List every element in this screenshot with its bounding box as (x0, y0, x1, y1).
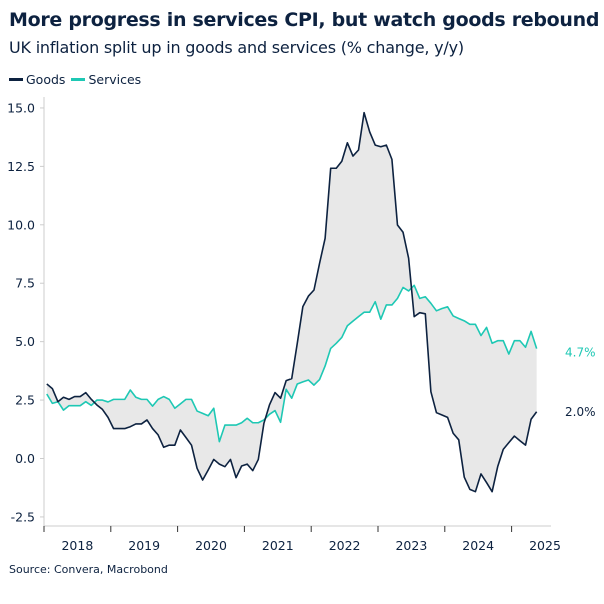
x-tick-label: 2021 (262, 538, 294, 553)
y-tick-label: 5.0 (15, 334, 35, 349)
legend-swatch-services (71, 78, 86, 81)
legend-item-goods: Goods (9, 72, 65, 87)
y-tick-label: 10.0 (7, 217, 35, 232)
end-label-services: 4.7% (565, 346, 596, 360)
y-tick-label: 0.0 (15, 451, 35, 466)
chart-title: More progress in services CPI, but watch… (9, 9, 600, 31)
x-tick-label: 2018 (61, 538, 93, 553)
end-label-goods: 2.0% (565, 405, 596, 419)
series-line-services (46, 284, 538, 443)
x-tick-label: 2019 (128, 538, 160, 553)
x-tick-label: 2023 (395, 538, 427, 553)
legend-item-services: Services (71, 72, 141, 87)
x-tick-label: 2020 (195, 538, 227, 553)
legend-label-services: Services (88, 72, 142, 87)
y-tick-label: 2.5 (15, 393, 35, 408)
x-tick-label: 2025 (529, 538, 561, 553)
source-note: Source: Convera, Macrobond (9, 563, 168, 576)
legend: Goods Services (9, 72, 141, 87)
series-line-goods (46, 111, 538, 493)
y-tick-label: -2.5 (11, 509, 35, 524)
y-tick-label: 12.5 (7, 159, 35, 174)
x-tick-label: 2024 (462, 538, 494, 553)
legend-swatch-goods (9, 78, 23, 81)
x-tick-label: 2022 (329, 538, 361, 553)
legend-label-goods: Goods (26, 72, 66, 87)
fill-between-area (46, 112, 537, 492)
y-tick-label: 15.0 (7, 100, 35, 115)
chart-subtitle: UK inflation split up in goods and servi… (9, 38, 464, 57)
y-tick-label: 7.5 (15, 276, 35, 291)
